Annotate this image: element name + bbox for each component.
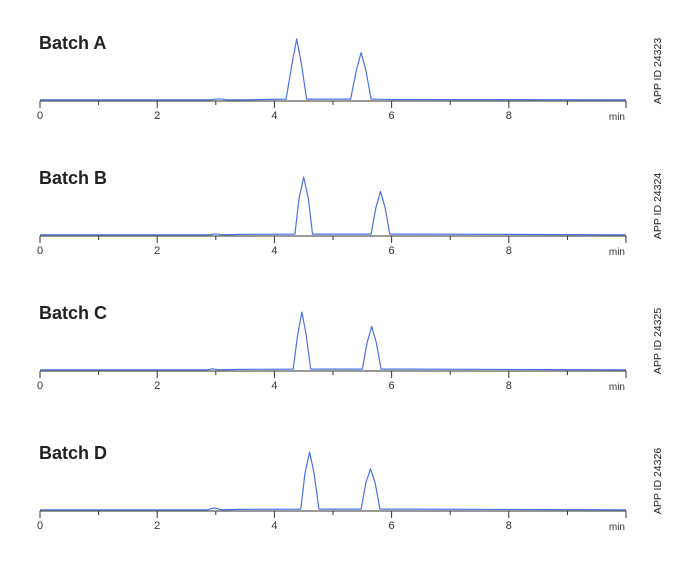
x-tick-label: 4 <box>271 380 277 392</box>
panel-title: Batch D <box>39 443 107 463</box>
panel-title: Batch C <box>39 303 107 323</box>
panel-title: Batch A <box>39 33 106 53</box>
sample-id-label: APP ID 24325 <box>652 308 664 375</box>
x-tick-label: 2 <box>154 245 160 257</box>
x-tick-label: 4 <box>271 520 277 532</box>
chromatogram-trace <box>40 311 627 371</box>
chromatogram-trace <box>40 451 627 511</box>
x-tick-label: 2 <box>154 520 160 532</box>
x-tick-label: 8 <box>506 380 512 392</box>
x-unit-label: min <box>609 522 625 533</box>
chromatogram-trace <box>40 176 627 236</box>
x-tick-label: 8 <box>506 520 512 532</box>
x-tick-label: 0 <box>37 245 43 257</box>
x-unit-label: min <box>609 112 625 123</box>
x-tick-label: 2 <box>154 110 160 122</box>
x-tick-label: 6 <box>389 110 395 122</box>
x-tick-label: 6 <box>389 380 395 392</box>
x-tick-label: 8 <box>506 245 512 257</box>
x-tick-label: 0 <box>37 380 43 392</box>
sample-id-label: APP ID 24323 <box>652 38 664 105</box>
x-tick-label: 2 <box>154 380 160 392</box>
sample-id-label: APP ID 24324 <box>652 173 664 240</box>
x-tick-label: 6 <box>389 245 395 257</box>
sample-id-label: APP ID 24326 <box>652 448 664 515</box>
x-tick-label: 8 <box>506 110 512 122</box>
panel-title: Batch B <box>39 168 107 188</box>
x-unit-label: min <box>609 247 625 258</box>
x-tick-label: 0 <box>37 520 43 532</box>
x-tick-label: 4 <box>271 245 277 257</box>
chromatogram-trace <box>40 38 627 101</box>
x-tick-label: 6 <box>389 520 395 532</box>
x-tick-label: 0 <box>37 110 43 122</box>
x-unit-label: min <box>609 382 625 393</box>
x-tick-label: 4 <box>271 110 277 122</box>
